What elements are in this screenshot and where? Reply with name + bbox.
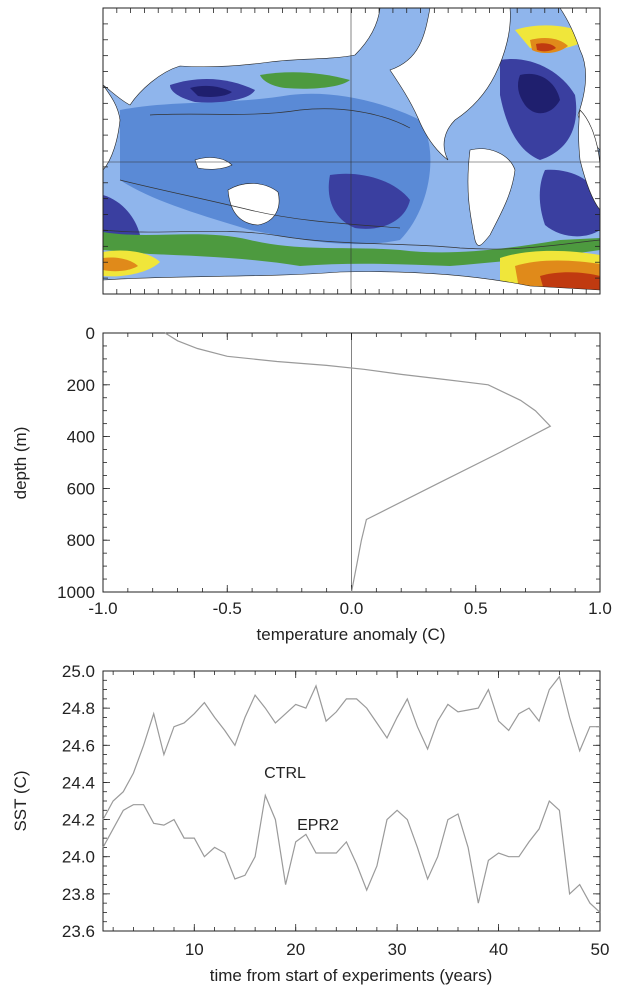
y-tick-label: 23.6 <box>62 922 95 941</box>
y-tick-label: 24.6 <box>62 736 95 755</box>
y-tick-label: 23.8 <box>62 885 95 904</box>
contour-deep-negative-north <box>190 85 232 97</box>
series-label-ctrl: CTRL <box>264 765 306 782</box>
y-axis-title: SST (C) <box>11 770 30 831</box>
series-label-epr2: EPR2 <box>297 817 339 834</box>
tick-labels: 10 20 30 40 50 23.6 23.8 24.0 24.2 24.4 24.6 24.8 25… <box>62 662 610 959</box>
land-australia <box>227 183 280 226</box>
land-africa <box>103 84 121 171</box>
series-line-epr2 <box>102 793 601 913</box>
x-tick-label: 20 <box>286 940 305 959</box>
x-tick-label: 50 <box>591 940 610 959</box>
y-tick-label: 25.0 <box>62 662 95 681</box>
sst-timeseries-chart: 10 20 30 40 50 23.6 23.8 24.0 24.2 24.4 24.6 24.8 25… <box>11 662 609 985</box>
y-tick-label: 24.0 <box>62 848 95 867</box>
ocean-anomaly-map <box>102 7 601 295</box>
y-tick-label: 200 <box>67 376 95 395</box>
x-tick-label: 1.0 <box>588 599 612 618</box>
contour-strong-positive-southwest <box>103 257 138 272</box>
tick-labels: -1.0 -0.5 0.0 0.5 1.0 0 200 400 600 800 1000 <box>57 324 612 618</box>
land-north-america <box>389 8 511 161</box>
x-axis-title: time from start of experiments (years) <box>210 966 492 985</box>
y-tick-label: 400 <box>67 428 95 447</box>
contour-near-zero-north <box>260 72 350 89</box>
tick-marks <box>103 670 601 932</box>
y-tick-label: 24.8 <box>62 699 95 718</box>
land-south-america <box>467 148 516 246</box>
series-line <box>164 332 552 593</box>
contour-deep-negative-atlantic <box>517 73 560 114</box>
y-tick-label: 24.4 <box>62 773 95 792</box>
x-tick-label: 10 <box>185 940 204 959</box>
land-indonesia <box>194 157 233 170</box>
contour-line <box>103 229 600 250</box>
x-tick-label: -0.5 <box>213 599 242 618</box>
land-antarctica <box>103 271 600 294</box>
map-tick-marks <box>102 7 601 295</box>
x-tick-label: 0.0 <box>340 599 364 618</box>
x-axis-title: temperature anomaly (C) <box>257 625 446 644</box>
contour-line <box>119 179 401 229</box>
contour-strong-negative-south-atlantic <box>539 169 600 237</box>
x-tick-label: 40 <box>489 940 508 959</box>
contour-line <box>149 108 411 129</box>
y-tick-label: 1000 <box>57 583 95 602</box>
series-line-ctrl <box>102 675 600 820</box>
x-tick-label: -1.0 <box>88 599 117 618</box>
contour-near-zero-southern <box>103 232 600 266</box>
contour-strong-negative-pacific <box>328 173 410 229</box>
land-eurasia <box>103 8 381 106</box>
y-tick-label: 600 <box>67 479 95 498</box>
contour-strong-negative-southwest <box>103 195 140 238</box>
depth-profile-chart: -1.0 -0.5 0.0 0.5 1.0 0 200 400 600 800 1000 tempe… <box>11 324 612 644</box>
land-africa-east <box>578 109 600 211</box>
y-tick-label: 0 <box>86 324 95 343</box>
y-tick-label: 24.2 <box>62 811 95 830</box>
tick-marks <box>102 332 601 593</box>
y-tick-label: 800 <box>67 531 95 550</box>
contour-max-positive-north-atlantic <box>536 43 556 52</box>
y-axis-title: depth (m) <box>11 427 30 500</box>
x-tick-label: 30 <box>388 940 407 959</box>
x-tick-label: 0.5 <box>464 599 488 618</box>
